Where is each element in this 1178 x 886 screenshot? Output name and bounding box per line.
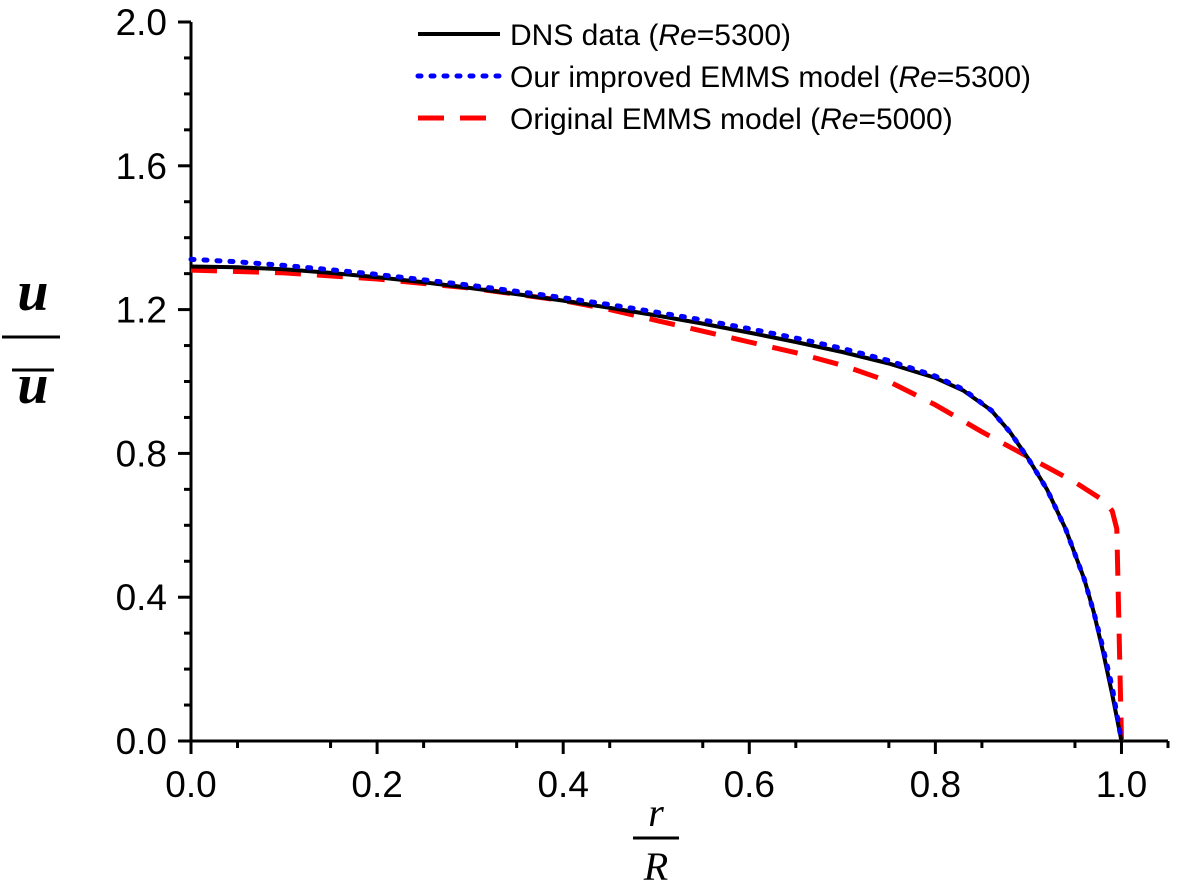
axes: 0.0 0.2 0.4 0.6 0.8 1.0 0.0 0.4 0.8 1.2 1.6 2.0 bbox=[116, 2, 1170, 805]
x-tick-label: 0.8 bbox=[910, 764, 961, 805]
legend-label: Our improved EMMS model (Re=5300) bbox=[510, 61, 1031, 94]
x-tick-label: 1.0 bbox=[1096, 764, 1147, 805]
y-tick-label: 0.8 bbox=[116, 433, 167, 474]
x-label-denominator: R bbox=[643, 844, 668, 886]
axis-labels: uu rR bbox=[2, 261, 679, 886]
series-line-dashed bbox=[190, 267, 1124, 742]
x-tick-label: 0.6 bbox=[724, 764, 775, 805]
y-tick-label: 0.0 bbox=[116, 721, 167, 762]
legend-label-suffix: =5300) bbox=[937, 61, 1031, 94]
y-tick-label: 2.0 bbox=[116, 2, 167, 43]
legend-label-italic: Re bbox=[898, 61, 936, 94]
legend-label-prefix: Original EMMS model ( bbox=[510, 103, 820, 136]
legend-label: DNS data (Re=5300) bbox=[510, 19, 791, 52]
x-tick-label: 0.0 bbox=[165, 764, 216, 805]
y-tick-label: 1.2 bbox=[116, 290, 167, 331]
legend-label-italic: Re bbox=[820, 103, 858, 136]
series-line-dotted bbox=[188, 256, 1124, 744]
y-tick-label: 0.4 bbox=[116, 577, 167, 618]
legend-label-suffix: =5300) bbox=[697, 19, 791, 52]
x-tick-label: 0.4 bbox=[537, 764, 588, 805]
legend-label-prefix: DNS data ( bbox=[510, 19, 658, 52]
legend-label-suffix: =5000) bbox=[858, 103, 952, 136]
series-line-solid bbox=[190, 264, 1124, 742]
y-label-denominator: u bbox=[17, 354, 48, 416]
legend: DNS data (Re=5300)Our improved EMMS mode… bbox=[415, 19, 1031, 136]
legend-label-prefix: Our improved EMMS model ( bbox=[510, 61, 898, 94]
legend-label-italic: Re bbox=[658, 19, 696, 52]
legend-label: Original EMMS model (Re=5000) bbox=[510, 103, 953, 136]
x-tick-label: 0.2 bbox=[351, 764, 402, 805]
y-tick-label: 1.6 bbox=[116, 146, 167, 187]
x-label-numerator: r bbox=[648, 790, 664, 835]
y-label-numerator: u bbox=[17, 261, 48, 323]
series-layer bbox=[188, 256, 1124, 744]
